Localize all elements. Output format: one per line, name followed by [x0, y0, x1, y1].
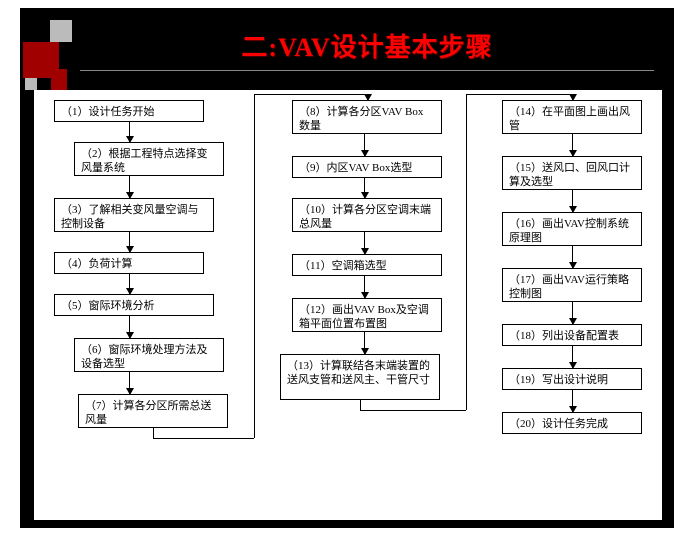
- slide: 二:VAV设计基本步骤 （1）设计任务开始 （2）根据工程特点选择变风量系统 （3）…: [20, 8, 674, 528]
- arrow: [364, 232, 365, 254]
- connector: [360, 400, 361, 410]
- arrow: [129, 316, 130, 338]
- arrow: [364, 276, 365, 298]
- arrow: [129, 232, 130, 252]
- flow-node-n2: （2）根据工程特点选择变风量系统: [74, 142, 224, 176]
- arrow: [129, 274, 130, 294]
- arrow: [364, 178, 365, 198]
- flow-node-n5: （5）窗际环境分析: [54, 294, 214, 316]
- flow-node-n17: （17）画出VAV运行策略控制图: [502, 268, 642, 302]
- arrow: [129, 372, 130, 394]
- arrow: [367, 94, 368, 100]
- connector: [466, 94, 572, 95]
- flow-node-n10: （10）计算各分区空调末端总风量: [292, 198, 442, 232]
- flowchart: （1）设计任务开始 （2）根据工程特点选择变风量系统 （3）了解相关变风量空调与控制…: [34, 90, 662, 520]
- title-underline: [80, 70, 654, 71]
- connector: [466, 94, 467, 410]
- flow-node-n9: （9）内区VAV Box选型: [292, 156, 442, 178]
- connector: [360, 410, 466, 411]
- flow-node-n1: （1）设计任务开始: [54, 100, 204, 122]
- arrow: [364, 332, 365, 354]
- flow-node-n20: （20）设计任务完成: [502, 412, 642, 434]
- flow-node-n14: （14）在平面图上画出风管: [502, 100, 642, 134]
- connector: [254, 94, 367, 95]
- flow-node-n12: （12）画出VAV Box及空调箱平面位置布置图: [292, 298, 442, 332]
- arrow: [572, 346, 573, 368]
- deco-gray-1: [50, 20, 72, 42]
- arrow: [364, 134, 365, 156]
- connector: [153, 428, 154, 438]
- deco-gray-2: [25, 78, 37, 90]
- arrow: [572, 94, 573, 100]
- flow-node-n19: （19）写出设计说明: [502, 368, 642, 390]
- flow-node-n6: （6）窗际环境处理方法及设备选型: [74, 338, 224, 372]
- flow-node-n8: （8）计算各分区VAV Box 数量: [292, 100, 442, 134]
- flow-node-n3: （3）了解相关变风量空调与控制设备: [54, 198, 214, 232]
- flow-node-n7: （7）计算各分区所需总送风量: [78, 394, 228, 428]
- arrow: [572, 134, 573, 156]
- connector: [153, 438, 254, 439]
- flow-node-n15: （15）送风口、回风口计算及选型: [502, 156, 642, 190]
- flow-node-n18: （18）列出设备配置表: [502, 324, 642, 346]
- connector: [254, 94, 255, 438]
- arrow: [129, 122, 130, 142]
- arrow: [572, 302, 573, 324]
- flow-node-n16: （16）画出VAV控制系统原理图: [502, 212, 642, 246]
- arrow: [572, 390, 573, 412]
- arrow: [129, 176, 130, 198]
- flow-node-n4: （4）负荷计算: [54, 252, 204, 274]
- flow-node-n13: （13）计算联结各末端装置的送风支管和送风主、干管尺寸: [280, 354, 440, 400]
- page-title: 二:VAV设计基本步骤: [80, 26, 654, 70]
- arrow: [572, 246, 573, 268]
- arrow: [572, 190, 573, 212]
- flow-node-n11: （11）空调箱选型: [292, 254, 442, 276]
